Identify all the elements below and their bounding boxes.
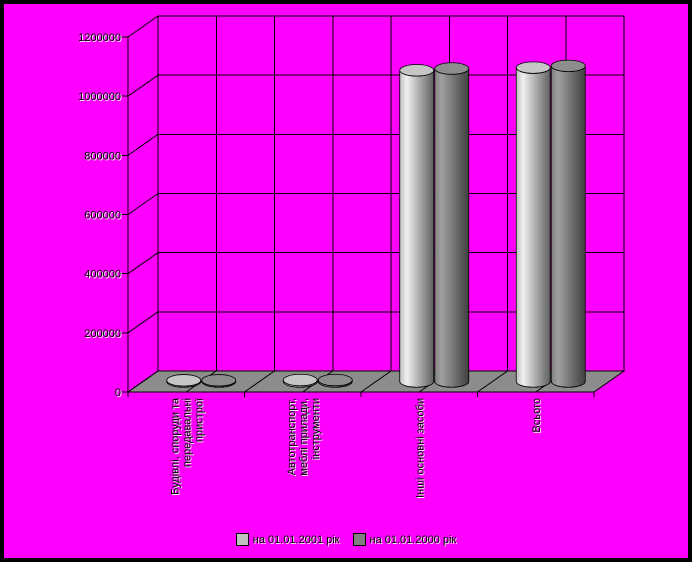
y-tick-label-shadow: 0 [116,388,122,400]
floor-gridline [185,370,217,393]
legend: на 01.01.2001 рік на 01.01.2000 рік [0,533,692,546]
bar-top [399,64,435,77]
y-tick-label: 200000 [84,328,121,340]
bar-cylinder [282,373,318,388]
bar-cylinder [550,59,586,388]
category-label: Будівлі, споруди тапередавальніпристроїБ… [169,397,206,496]
y-tick-label-shadow: 200000 [85,329,122,341]
svg-text:Інші основні засоби: Інші основні засоби [414,398,426,498]
sidewall-gridline [127,193,159,215]
y-tick-label-shadow: 1000000 [79,92,122,104]
bar-cylinder [201,374,237,388]
y-axis [122,36,595,397]
bar-cylinder [166,374,202,388]
svg-text:Автотранспорт,меблі прилади,ін: Автотранспорт,меблі прилади,інструменти [287,399,323,477]
legend-label-2000: на 01.01.2000 рік [369,533,457,546]
y-tick-label-shadow: 600000 [85,211,122,223]
y-tick-label-shadow: 800000 [85,151,122,163]
legend-item-2000: на 01.01.2000 рік [352,533,457,546]
y-tick-label: 1200000 [78,32,121,44]
y-tick-label-shadow: 400000 [85,270,122,282]
sidewall-gridline [127,133,159,156]
bar-cylinder [515,61,551,388]
floor-gridline [477,370,508,393]
svg-text:Інші основні засоби: Інші основні засоби [415,399,427,499]
legend-swatch-2000-icon [352,533,366,546]
y-tick-label: 400000 [84,269,121,281]
bar-top [550,59,586,72]
svg-text:Всього: Всього [531,398,543,433]
bar-body [550,65,586,388]
svg-text:Автотранспорт,меблі прилади,ін: Автотранспорт,меблі прилади,інструменти [286,398,322,476]
sidewall-gridline [127,370,159,393]
bar-cylinder [317,373,353,388]
bar-body [399,70,435,388]
bar-body [515,67,551,388]
y-tick-label: 800000 [84,150,121,162]
legend-item-2001: на 01.01.2001 рік [235,533,340,546]
y-tick-label-shadow: 1200000 [79,33,122,45]
y-tick-label: 600000 [84,210,121,222]
sidewall-gridline [127,15,159,38]
svg-text:Будівлі, споруди тапередавальн: Будівлі, споруди тапередавальніпристрої [170,398,206,496]
sidewall-gridline [127,252,159,275]
bars [166,59,586,388]
bar-top [201,374,237,387]
y-tick-labels: 0020000020000040000040000060000060000080… [78,32,122,400]
category-label: Автотранспорт,меблі прилади,інструментиА… [286,398,323,477]
category-labels: Будівлі, споруди тапередавальніпристроїБ… [169,397,544,499]
bar-top [434,62,470,75]
bar-cylinder [399,64,435,388]
sidewall-gridline [127,74,159,97]
legend-label-2001: на 01.01.2001 рік [252,533,340,546]
floor-gridline [360,370,392,393]
sidewall-gridline [127,311,159,334]
bar-cylinder [434,62,470,388]
bar-top [317,373,353,387]
bar-top [166,374,202,387]
bar-top [282,373,318,387]
bar-top [515,61,551,74]
floor-gridline [244,370,275,393]
svg-text:Будівлі, споруди тапередавальн: Будівлі, споруди тапередавальніпристрої [169,397,205,495]
y-tick-label: 0 [115,387,121,399]
svg-text:Всього: Всього [532,399,544,434]
y-tick-label: 1000000 [78,91,121,103]
legend-swatch-2001-icon [235,533,249,546]
bar-body [434,68,470,388]
